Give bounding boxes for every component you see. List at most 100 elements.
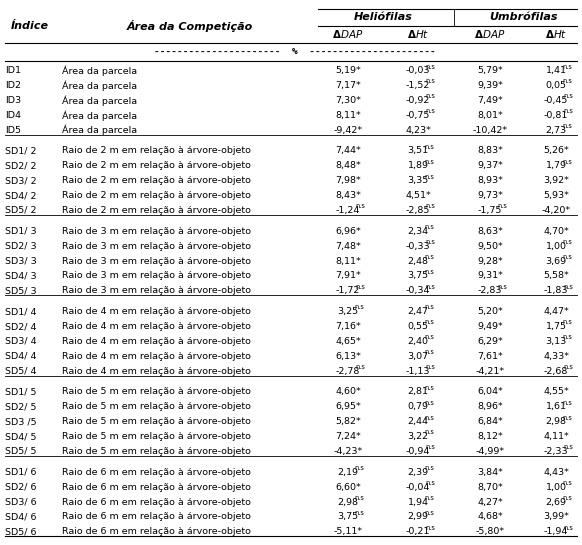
Text: 6,96*: 6,96* [335, 227, 361, 236]
Text: n.s: n.s [425, 239, 435, 245]
Text: n.s: n.s [424, 415, 434, 421]
Text: 7,30*: 7,30* [335, 96, 361, 105]
Text: Raio de 6 m em relação à árvore-objeto: Raio de 6 m em relação à árvore-objeto [62, 468, 251, 477]
Text: 6,13*: 6,13* [335, 352, 361, 361]
Text: 8,01*: 8,01* [477, 111, 503, 120]
Text: n.s: n.s [424, 429, 434, 435]
Text: SD4/ 5: SD4/ 5 [5, 432, 37, 441]
Text: n.s: n.s [425, 108, 435, 114]
Text: 8,96*: 8,96* [477, 402, 503, 411]
Text: n.s: n.s [425, 480, 435, 486]
Text: n.s: n.s [354, 465, 364, 471]
Text: 2,99: 2,99 [407, 512, 428, 522]
Text: 8,48*: 8,48* [335, 161, 361, 171]
Text: 3,13: 3,13 [545, 337, 567, 346]
Text: Raio de 6 m em relação à árvore-objeto: Raio de 6 m em relação à árvore-objeto [62, 512, 251, 522]
Text: 6,04*: 6,04* [477, 387, 503, 396]
Text: -4,99*: -4,99* [475, 447, 505, 456]
Text: Raio de 3 m em relação à árvore-objeto: Raio de 3 m em relação à árvore-objeto [62, 227, 251, 236]
Text: 4,43*: 4,43* [543, 468, 569, 477]
Text: 9,49*: 9,49* [477, 322, 503, 331]
Text: 9,50*: 9,50* [477, 241, 503, 251]
Text: 3,07: 3,07 [407, 352, 428, 361]
Text: -0,92: -0,92 [406, 96, 430, 105]
Text: n.s: n.s [562, 480, 572, 486]
Text: n.s: n.s [562, 78, 572, 84]
Text: -1,94: -1,94 [544, 528, 568, 536]
Text: SD5/ 4: SD5/ 4 [5, 367, 37, 376]
Text: n.s: n.s [424, 224, 434, 230]
Text: Área da parcela: Área da parcela [62, 80, 137, 91]
Text: n.s: n.s [355, 203, 365, 209]
Text: 2,47: 2,47 [407, 307, 428, 316]
Text: n.s: n.s [424, 254, 434, 260]
Text: -1,13: -1,13 [406, 367, 430, 376]
Text: n.s: n.s [425, 78, 435, 84]
Text: Área da parcela: Área da parcela [62, 125, 137, 135]
Text: n.s: n.s [563, 93, 573, 99]
Text: SD2/ 6: SD2/ 6 [5, 483, 37, 492]
Text: 5,26*: 5,26* [543, 147, 569, 155]
Text: 4,65*: 4,65* [335, 337, 361, 346]
Text: 1,94: 1,94 [407, 498, 428, 506]
Text: n.s: n.s [424, 269, 434, 275]
Text: Área da Competição: Área da Competição [127, 20, 253, 32]
Text: 5,79*: 5,79* [477, 66, 503, 75]
Text: n.s: n.s [562, 319, 572, 325]
Text: 8,12*: 8,12* [477, 432, 503, 441]
Text: n.s: n.s [425, 203, 435, 209]
Text: 5,19*: 5,19* [335, 66, 361, 75]
Text: SD3 /5: SD3 /5 [5, 417, 37, 426]
Text: 6,60*: 6,60* [335, 483, 361, 492]
Text: ID2: ID2 [5, 81, 21, 90]
Text: 7,61*: 7,61* [477, 352, 503, 361]
Text: 1,89: 1,89 [407, 161, 428, 171]
Text: 8,63*: 8,63* [477, 227, 503, 236]
Text: n.s: n.s [354, 305, 364, 311]
Text: -0,04: -0,04 [406, 483, 430, 492]
Text: -5,11*: -5,11* [333, 528, 363, 536]
Text: 4,70*: 4,70* [543, 227, 569, 236]
Text: 4,55*: 4,55* [543, 387, 569, 396]
Text: n.s: n.s [562, 123, 572, 129]
Text: -0,21: -0,21 [406, 528, 430, 536]
Text: -0,45: -0,45 [544, 96, 568, 105]
Text: -0,34: -0,34 [406, 286, 430, 295]
Text: 3,25: 3,25 [338, 307, 359, 316]
Text: n.s: n.s [562, 334, 572, 340]
Text: n.s: n.s [424, 144, 434, 150]
Text: 7,17*: 7,17* [335, 81, 361, 90]
Text: ----------------------  %  ----------------------: ---------------------- % ---------------… [154, 47, 436, 57]
Text: SD3/ 2: SD3/ 2 [5, 176, 37, 185]
Text: SD5/ 2: SD5/ 2 [5, 206, 37, 215]
Text: n.s: n.s [562, 239, 572, 245]
Text: -2,83: -2,83 [478, 286, 502, 295]
Text: n.s: n.s [354, 510, 364, 516]
Text: 8,11*: 8,11* [335, 111, 361, 120]
Text: SD1/ 3: SD1/ 3 [5, 227, 37, 236]
Text: n.s: n.s [563, 108, 573, 114]
Text: n.s: n.s [424, 173, 434, 180]
Text: -1,52: -1,52 [406, 81, 430, 90]
Text: -2,85: -2,85 [406, 206, 430, 215]
Text: SD3/ 3: SD3/ 3 [5, 257, 37, 265]
Text: 8,43*: 8,43* [335, 191, 361, 200]
Text: 3,84*: 3,84* [477, 468, 503, 477]
Text: n.s: n.s [425, 444, 435, 450]
Text: 4,47*: 4,47* [543, 307, 569, 316]
Text: -1,83: -1,83 [544, 286, 568, 295]
Text: 8,83*: 8,83* [477, 147, 503, 155]
Text: Área da parcela: Área da parcela [62, 65, 137, 76]
Text: -1,75: -1,75 [478, 206, 502, 215]
Text: n.s: n.s [424, 334, 434, 340]
Text: n.s: n.s [425, 64, 435, 70]
Text: 2,98: 2,98 [338, 498, 359, 506]
Text: 6,95*: 6,95* [335, 402, 361, 411]
Text: n.s: n.s [424, 399, 434, 405]
Text: Raio de 2 m em relação à árvore-objeto: Raio de 2 m em relação à árvore-objeto [62, 147, 251, 155]
Text: n.s: n.s [563, 444, 573, 450]
Text: n.s: n.s [424, 495, 434, 501]
Text: 2,98: 2,98 [545, 417, 566, 426]
Text: 5,20*: 5,20* [477, 307, 503, 316]
Text: n.s: n.s [562, 495, 572, 501]
